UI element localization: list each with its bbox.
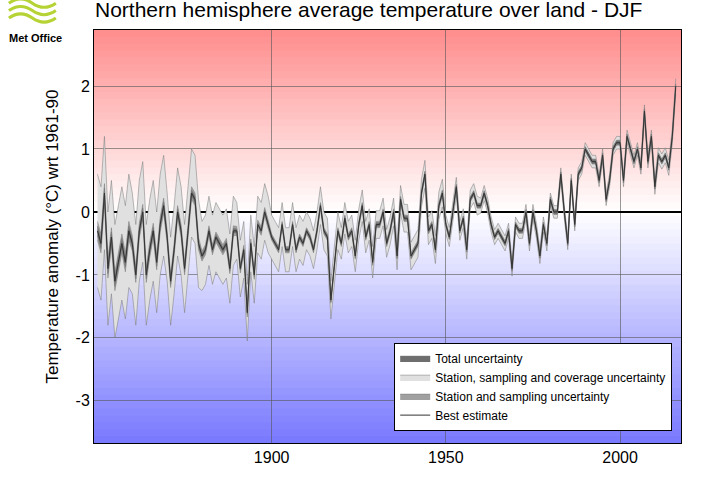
svg-text:1950: 1950 xyxy=(428,449,464,466)
svg-text:Best estimate: Best estimate xyxy=(435,409,508,423)
svg-text:2: 2 xyxy=(81,78,90,95)
svg-text:Temperature anomaly (°C) wrt 1: Temperature anomaly (°C) wrt 1961-90 xyxy=(43,89,62,383)
svg-text:Met Office: Met Office xyxy=(9,32,62,44)
svg-text:-1: -1 xyxy=(76,267,90,284)
svg-text:1: 1 xyxy=(81,141,90,158)
svg-text:Station and sampling uncertain: Station and sampling uncertainty xyxy=(435,390,609,404)
svg-text:Station, sampling and coverage: Station, sampling and coverage uncertain… xyxy=(435,371,665,385)
svg-text:-3: -3 xyxy=(76,392,90,409)
svg-text:0: 0 xyxy=(81,204,90,221)
svg-text:Northern hemisphere average te: Northern hemisphere average temperature … xyxy=(95,0,642,21)
svg-text:-2: -2 xyxy=(76,329,90,346)
svg-text:2000: 2000 xyxy=(602,449,638,466)
svg-text:Total uncertainty: Total uncertainty xyxy=(435,352,522,366)
svg-text:1900: 1900 xyxy=(254,449,290,466)
